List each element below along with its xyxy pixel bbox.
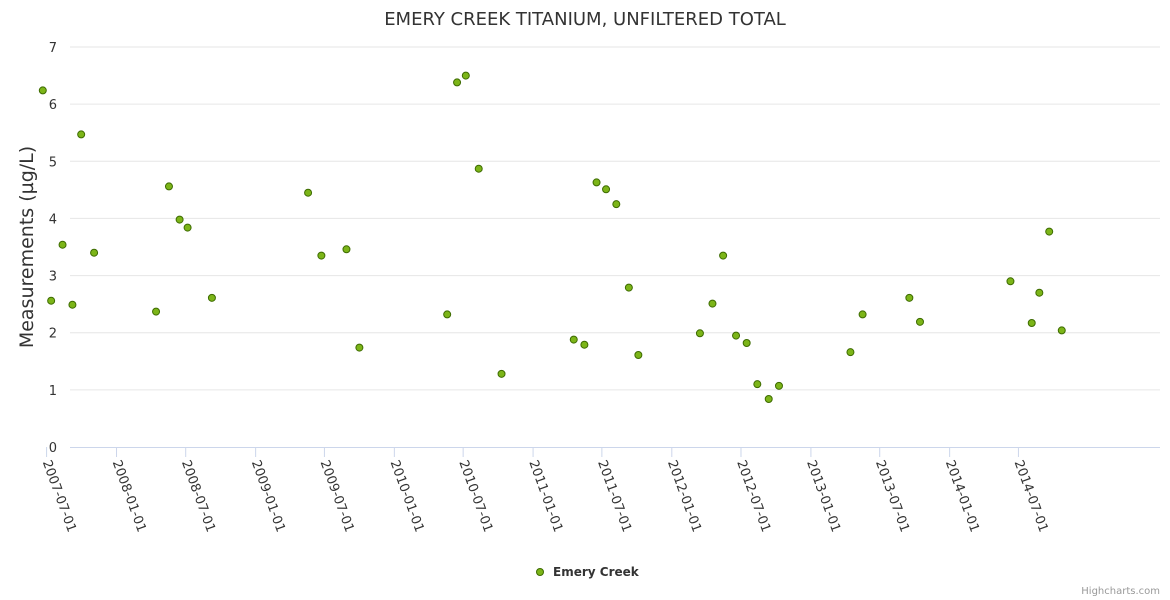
credits-link[interactable]: Highcharts.com — [1081, 586, 1160, 597]
data-point[interactable] — [77, 130, 86, 139]
data-point[interactable] — [317, 251, 326, 260]
x-tick-label: 2011-07-01 — [594, 458, 634, 534]
data-point[interactable] — [774, 381, 783, 390]
data-point[interactable] — [569, 335, 578, 344]
y-tick-label: 2 — [49, 327, 57, 342]
y-tick-label: 6 — [49, 98, 57, 113]
data-point[interactable] — [68, 300, 77, 309]
data-point[interactable] — [38, 86, 47, 95]
data-point[interactable] — [207, 293, 216, 302]
data-point[interactable] — [742, 339, 751, 347]
x-tick-label: 2013-07-01 — [872, 458, 912, 534]
y-tick-label: 1 — [49, 384, 57, 399]
x-tick-label: 2012-01-01 — [664, 458, 704, 534]
data-point[interactable] — [719, 251, 728, 260]
data-point[interactable] — [152, 307, 161, 316]
data-point[interactable] — [846, 348, 855, 357]
legend-symbol — [536, 568, 544, 576]
x-tick-label: 2014-01-01 — [942, 458, 982, 534]
data-point[interactable] — [732, 331, 741, 340]
x-tick-label: 2013-01-01 — [803, 458, 843, 534]
x-tick-label: 2011-01-01 — [525, 458, 565, 534]
data-point[interactable] — [592, 178, 601, 187]
x-tick-label: 2008-07-01 — [178, 458, 218, 534]
data-point[interactable] — [497, 369, 506, 378]
x-axis: 2007-07-01 2008-01-01 2008-07-01 2009-01-01… — [39, 447, 1160, 534]
data-point[interactable] — [175, 215, 184, 224]
y-tick-label: 4 — [49, 212, 57, 227]
data-point[interactable] — [858, 310, 867, 319]
x-tick-label: 2010-01-01 — [387, 458, 427, 534]
data-point[interactable] — [602, 185, 611, 194]
data-point[interactable] — [58, 240, 67, 249]
data-point[interactable] — [695, 329, 704, 338]
x-tick-label: 2012-07-01 — [733, 458, 773, 534]
data-point[interactable] — [915, 317, 924, 326]
data-point[interactable] — [708, 299, 717, 308]
data-point[interactable] — [580, 340, 589, 349]
data-point[interactable] — [624, 283, 633, 292]
x-tick-label: 2007-07-01 — [39, 458, 79, 534]
x-tick-label: 2010-07-01 — [455, 458, 495, 534]
x-tick-label: 2014-07-01 — [1011, 458, 1051, 534]
data-point[interactable] — [753, 380, 762, 389]
data-point[interactable] — [90, 248, 99, 257]
x-tick-label: 2009-07-01 — [317, 458, 357, 534]
data-point[interactable] — [1035, 288, 1044, 297]
data-point[interactable] — [355, 343, 364, 352]
data-point[interactable] — [1006, 277, 1015, 286]
data-point[interactable] — [453, 78, 462, 87]
data-point[interactable] — [1045, 227, 1054, 236]
legend[interactable]: Emery Creek — [536, 565, 640, 579]
x-tick-label: 2009-01-01 — [248, 458, 288, 534]
data-point[interactable] — [183, 223, 192, 232]
data-point[interactable] — [634, 351, 643, 359]
series-emery-creek — [38, 71, 1066, 403]
y-axis-label: Measurements (µg/L) — [16, 146, 38, 348]
data-point[interactable] — [461, 71, 470, 80]
y-tick-label: 0 — [49, 441, 57, 456]
data-point[interactable] — [474, 164, 483, 173]
data-point[interactable] — [304, 188, 313, 197]
data-point[interactable] — [47, 296, 56, 305]
y-tick-label: 3 — [49, 270, 57, 285]
y-tick-label: 5 — [49, 155, 57, 170]
data-point[interactable] — [1027, 319, 1036, 327]
data-point[interactable] — [612, 200, 621, 209]
legend-item-emery-creek[interactable]: Emery Creek — [553, 565, 640, 579]
data-point[interactable] — [905, 293, 914, 302]
grid-lines — [70, 46, 1160, 391]
y-axis-ticks: 0 1 2 3 4 5 6 7 — [49, 41, 57, 456]
y-tick-label: 7 — [49, 41, 57, 56]
data-point[interactable] — [443, 310, 452, 319]
x-tick-label: 2008-01-01 — [109, 458, 149, 534]
data-point[interactable] — [164, 182, 173, 191]
data-point[interactable] — [764, 395, 773, 403]
data-point[interactable] — [1057, 326, 1066, 335]
chart-title: EMERY CREEK TITANIUM, UNFILTERED TOTAL — [384, 9, 786, 30]
data-point[interactable] — [342, 245, 351, 254]
